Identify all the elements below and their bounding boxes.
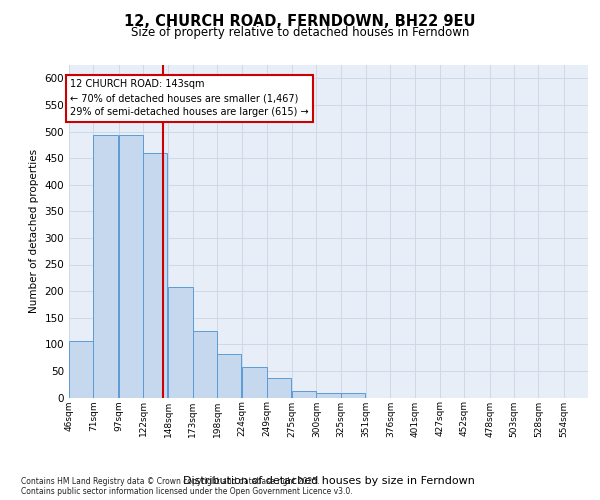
Bar [266, 378, 291, 398]
Bar [292, 390, 316, 398]
Bar [193, 331, 217, 398]
Bar [217, 354, 241, 398]
Bar [143, 153, 167, 398]
X-axis label: Distribution of detached houses by size in Ferndown: Distribution of detached houses by size … [182, 476, 475, 486]
Text: Size of property relative to detached houses in Ferndown: Size of property relative to detached ho… [131, 26, 469, 39]
Y-axis label: Number of detached properties: Number of detached properties [29, 149, 39, 314]
Bar [94, 135, 118, 398]
Bar [316, 392, 341, 398]
Text: 12, CHURCH ROAD, FERNDOWN, BH22 9EU: 12, CHURCH ROAD, FERNDOWN, BH22 9EU [124, 14, 476, 28]
Bar [341, 392, 365, 398]
Bar [169, 288, 193, 398]
Text: 12 CHURCH ROAD: 143sqm
← 70% of detached houses are smaller (1,467)
29% of semi-: 12 CHURCH ROAD: 143sqm ← 70% of detached… [70, 80, 308, 118]
Bar [69, 341, 94, 398]
Text: Contains HM Land Registry data © Crown copyright and database right 2025.
Contai: Contains HM Land Registry data © Crown c… [21, 476, 353, 496]
Bar [119, 135, 143, 398]
Bar [242, 367, 266, 398]
